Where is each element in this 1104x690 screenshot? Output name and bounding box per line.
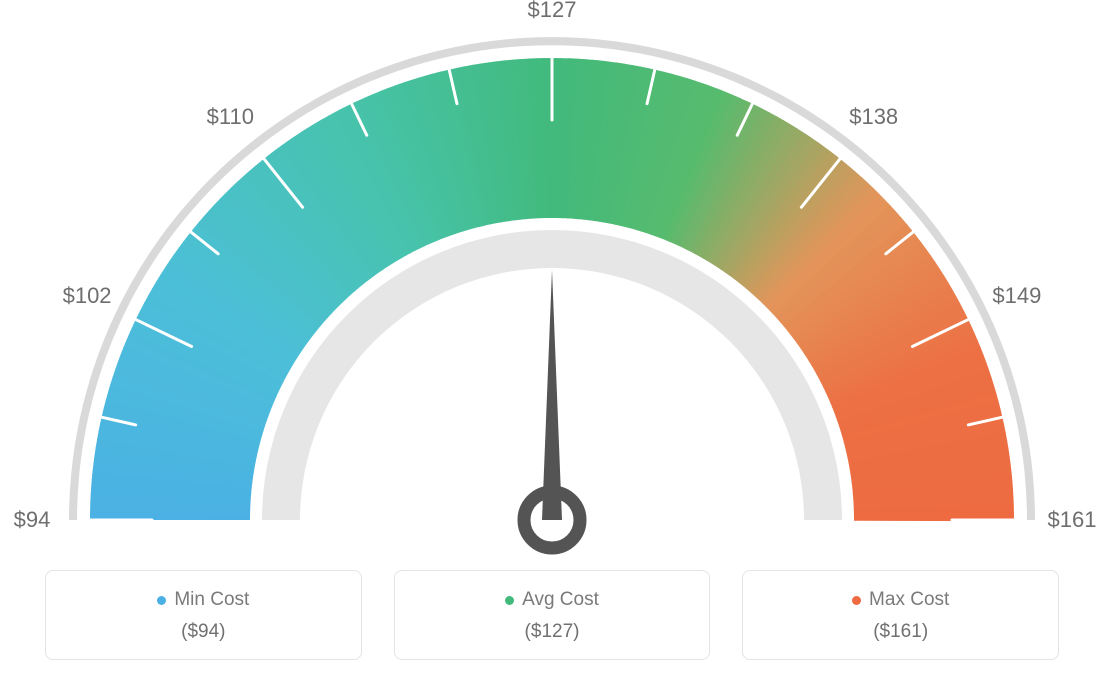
legend-title: Avg Cost [522,589,599,611]
legend-row: Min Cost ($94) Avg Cost ($127) Max Cost ($161… [0,570,1104,660]
avg-cost-card: Avg Cost ($127) [394,570,711,660]
max-cost-card: Max Cost ($161) [742,570,1059,660]
gauge-tick-label: $161 [1048,507,1097,533]
gauge-tick-label: $138 [849,104,898,130]
legend-dot [505,596,514,605]
min-cost-card: Min Cost ($94) [45,570,362,660]
gauge-chart: $94 $102 $110 $127 $138 $149 $161 [0,0,1104,560]
gauge-tick-label: $127 [528,0,577,23]
legend-value: ($161) [753,621,1048,643]
gauge-tick-label: $110 [207,104,254,130]
gauge-tick-label: $94 [14,507,51,533]
gauge-svg [0,0,1104,560]
legend-value: ($127) [405,621,700,643]
legend-value: ($94) [56,621,351,643]
legend-title: Min Cost [174,589,249,611]
legend-dot [852,596,861,605]
legend-dot [157,596,166,605]
legend-title: Max Cost [869,589,949,611]
gauge-tick-label: $102 [63,283,112,309]
gauge-tick-label: $149 [992,283,1041,309]
